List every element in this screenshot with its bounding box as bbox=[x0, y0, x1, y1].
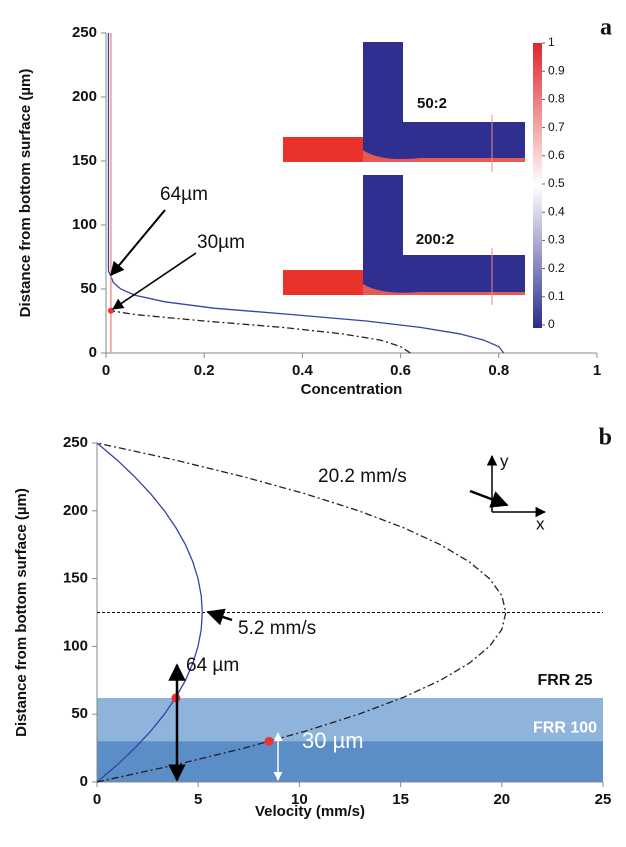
series-line bbox=[110, 310, 411, 354]
annotation: 64µm bbox=[160, 184, 208, 205]
band-label: FRR 100 bbox=[533, 720, 597, 737]
series-line bbox=[107, 33, 505, 354]
y-axis-label: Distance from bottom surface (µm) bbox=[17, 69, 34, 318]
colorbar-label: 0.8 bbox=[548, 92, 565, 106]
y-axis-label: Distance from bottom surface (µm) bbox=[13, 488, 30, 737]
band-label: FRR 25 bbox=[537, 672, 592, 689]
y-tick-label: 0 bbox=[89, 344, 97, 361]
x-tick-label: 0.8 bbox=[488, 362, 509, 379]
indicator-label: x bbox=[536, 514, 545, 533]
colorbar-label: 0.9 bbox=[548, 63, 565, 77]
colorbar-label: 0.6 bbox=[548, 148, 565, 162]
arrow bbox=[206, 608, 233, 626]
y-tick-label: 50 bbox=[71, 705, 88, 722]
x-tick-label: 0 bbox=[93, 791, 101, 808]
y-tick-label: 100 bbox=[72, 216, 97, 233]
inset-label: 200:2 bbox=[416, 231, 454, 248]
y-tick-label: 100 bbox=[63, 637, 88, 654]
point bbox=[264, 736, 274, 746]
indicator-label: y bbox=[500, 451, 509, 470]
x-tick-label: 25 bbox=[595, 791, 612, 808]
colorbar-label: 0.7 bbox=[548, 120, 565, 134]
inset-label: 50:2 bbox=[417, 95, 447, 112]
y-tick-label: 50 bbox=[80, 280, 97, 297]
annotation: 30µm bbox=[197, 232, 245, 253]
y-tick-label: 150 bbox=[72, 152, 97, 169]
panel-label: b bbox=[599, 425, 612, 451]
colorbar-label: 0.3 bbox=[548, 233, 565, 247]
x-tick-label: 5 bbox=[194, 791, 202, 808]
colorbar-label: 0.2 bbox=[548, 261, 565, 275]
x-tick-label: 0.6 bbox=[390, 362, 411, 379]
y-tick-label: 250 bbox=[72, 24, 97, 41]
x-tick-label: 20 bbox=[493, 791, 510, 808]
colorbar-label: 0.1 bbox=[548, 289, 565, 303]
x-axis-label: Velocity (mm/s) bbox=[255, 803, 365, 820]
x-tick-label: 0.2 bbox=[194, 362, 215, 379]
annotation: 20.2 mm/s bbox=[318, 466, 407, 487]
series-line bbox=[96, 442, 507, 783]
series-line bbox=[96, 442, 203, 783]
annotation: 64 µm bbox=[186, 655, 239, 676]
y-tick-label: 200 bbox=[63, 502, 88, 519]
inset bbox=[283, 42, 542, 328]
y-tick-label: 250 bbox=[63, 434, 88, 451]
x-tick-label: 10 bbox=[291, 791, 308, 808]
colorbar-label: 0.5 bbox=[548, 176, 565, 190]
x-tick-label: 0.4 bbox=[292, 362, 314, 379]
arrow bbox=[469, 489, 509, 508]
x-tick-label: 0 bbox=[102, 362, 110, 379]
y-tick-label: 150 bbox=[63, 570, 88, 587]
y-tick-label: 0 bbox=[80, 773, 88, 790]
x-tick-label: 15 bbox=[392, 791, 409, 808]
annotation: 30 µm bbox=[302, 728, 364, 753]
arrow bbox=[110, 209, 166, 277]
arrow bbox=[112, 252, 197, 310]
x-tick-label: 1 bbox=[593, 362, 601, 379]
colorbar-label: 0.4 bbox=[548, 204, 565, 218]
colorbar-label: 1 bbox=[548, 35, 555, 49]
colorbar-label: 0 bbox=[548, 317, 555, 331]
annotation: 5.2 mm/s bbox=[238, 618, 316, 639]
panel-label: a bbox=[600, 15, 612, 41]
x-axis-label: Concentration bbox=[301, 381, 403, 398]
y-tick-label: 200 bbox=[72, 88, 97, 105]
